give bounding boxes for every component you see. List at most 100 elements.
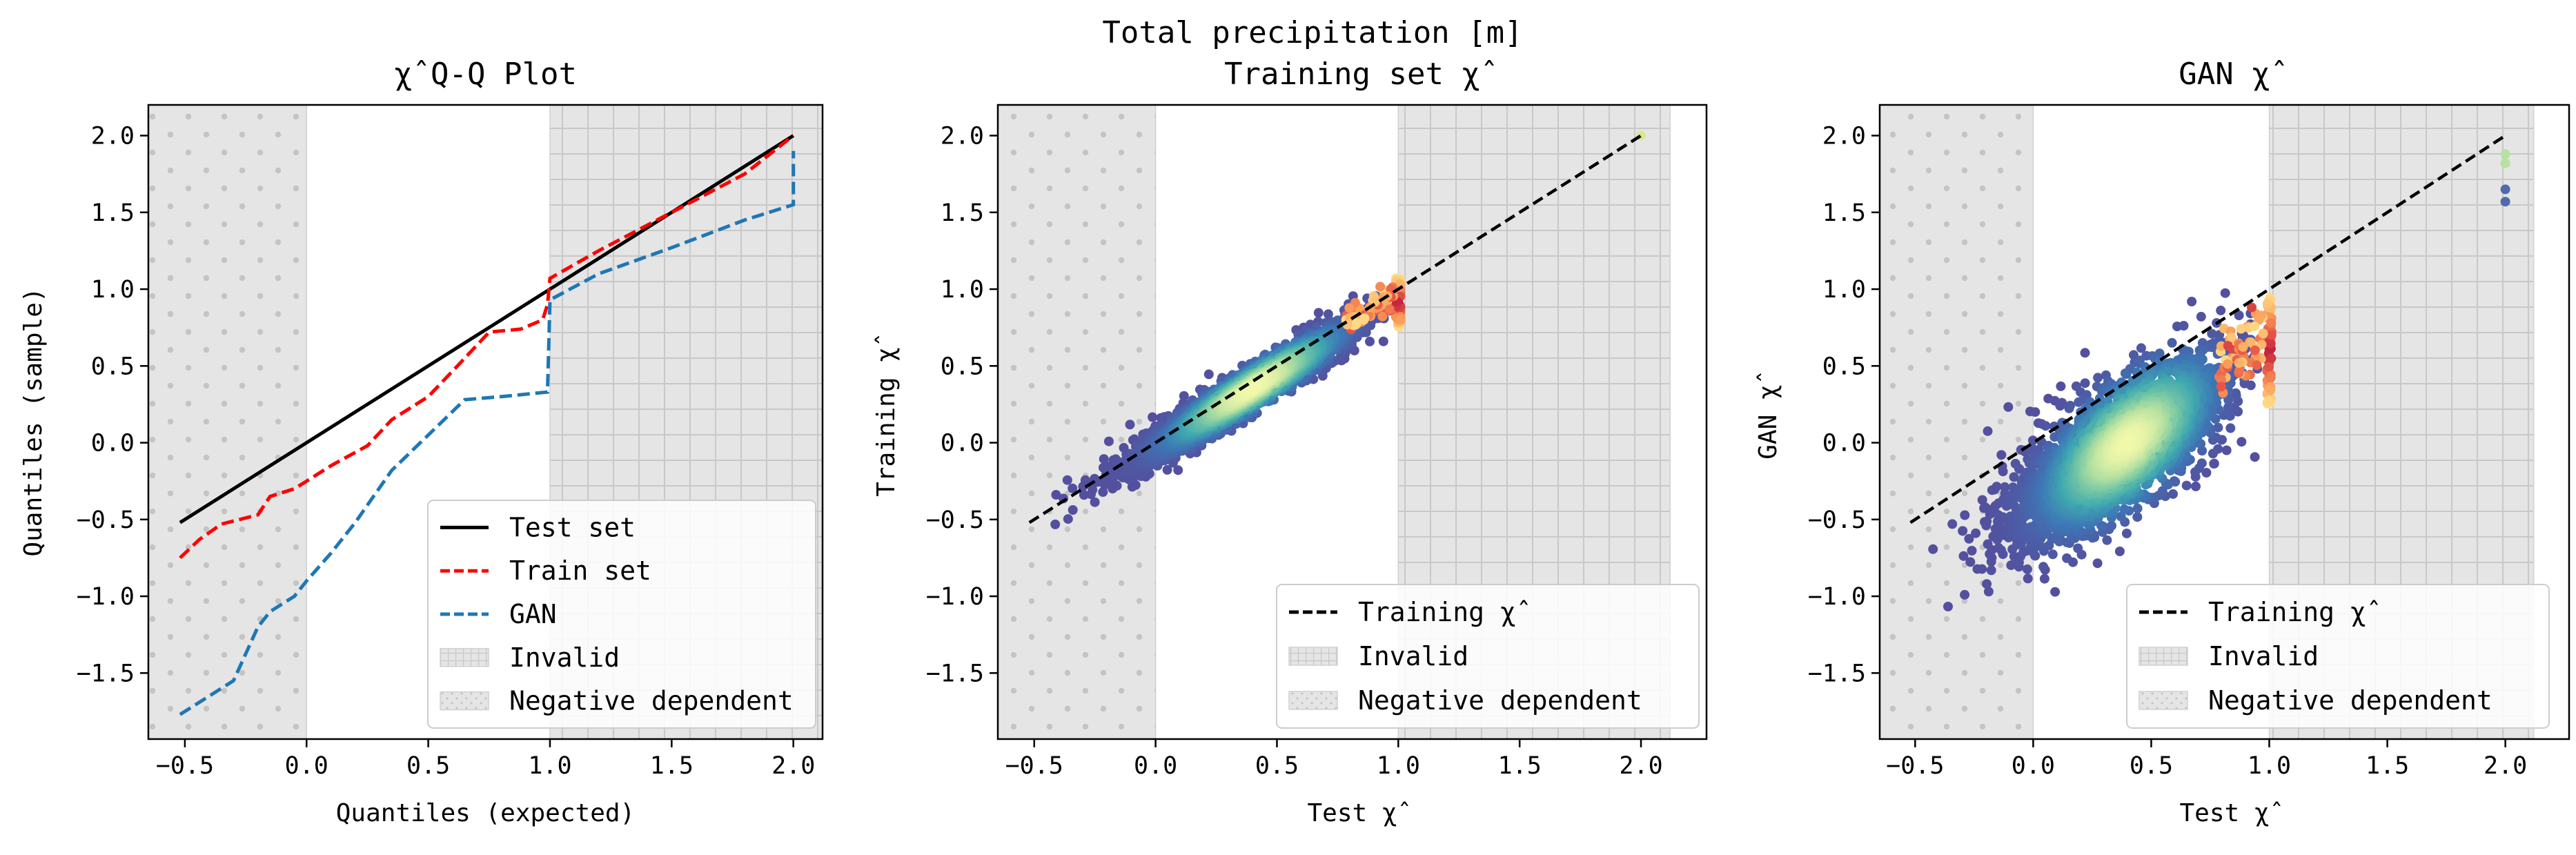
- scatter-point: [2062, 553, 2072, 563]
- scatter-point: [2201, 468, 2212, 478]
- scatter-point: [2006, 560, 2016, 571]
- scatter-point: [1964, 533, 1974, 544]
- axes-frame: [996, 104, 1708, 740]
- figure-suptitle: Total precipitation [m]: [1102, 15, 1522, 50]
- scatter-point: [1943, 602, 1953, 611]
- y-tick-label: −1.5: [77, 660, 135, 687]
- scatter-point: [2234, 311, 2244, 320]
- scatter-point: [1068, 483, 1078, 493]
- scatter-point: [2190, 467, 2201, 477]
- scatter-point: [2114, 547, 2125, 556]
- legend-label: Test set: [509, 512, 636, 542]
- scatter-point: [2050, 587, 2061, 597]
- scatter-point: [2056, 381, 2066, 391]
- scatter-point: [1971, 528, 1981, 538]
- scatter-point: [2157, 486, 2167, 496]
- scatter-point: [1090, 497, 1100, 507]
- scatter-point: [2107, 520, 2117, 531]
- scatter-point: [1365, 336, 1375, 346]
- scatter-point: [2132, 512, 2143, 522]
- legend-label: GAN: [509, 599, 557, 629]
- scatter-point: [1099, 454, 1109, 464]
- scatter-point: [1359, 315, 1369, 325]
- axes-frame: [147, 104, 824, 740]
- x-axis-label: Test χ̂: [1307, 799, 1408, 827]
- scatter-point: [1378, 336, 1388, 346]
- scatter-point: [2116, 511, 2126, 522]
- scatter-point: [1078, 482, 1088, 492]
- series-line-test-set: [179, 134, 795, 524]
- y-tick-label: −1.0: [926, 583, 984, 611]
- scatter-point: [2055, 401, 2065, 411]
- scatter-point: [2250, 452, 2260, 462]
- scatter-point: [1987, 553, 1997, 563]
- scatter-point: [1996, 545, 2006, 556]
- scatter-point: [2028, 435, 2038, 446]
- scatter-point: [2236, 437, 2247, 447]
- y-tick-label: 0.5: [91, 353, 135, 380]
- y-axis-label: Quantiles (sample): [19, 287, 48, 556]
- y-tick-label: 1.0: [91, 276, 135, 304]
- scatter-point: [2167, 337, 2177, 348]
- y-tick-label: 2.0: [941, 123, 984, 150]
- panel-2: −0.5 0.0 0.5 1.0 1.5 2.0−1.5−1.0−0.50.00.51.0…: [872, 57, 1708, 827]
- x-tick-label: 0.0: [1134, 752, 1177, 780]
- scatter-point: [2208, 449, 2218, 459]
- x-tick-label: 1.0: [528, 752, 571, 780]
- scatter-point: [1958, 551, 1969, 561]
- scatter-point: [1992, 482, 2002, 492]
- scatter-point: [1960, 510, 1970, 520]
- scatter-point: [2196, 311, 2206, 322]
- legend-swatch: [440, 648, 489, 667]
- scatter-point: [2207, 328, 2217, 339]
- panel-title: Training set χ̂: [1224, 57, 1495, 92]
- scatter-point: [2049, 432, 2060, 442]
- scatter-point: [2080, 348, 2090, 358]
- scatter-point: [2209, 459, 2219, 469]
- scatter-point: [1068, 505, 1078, 515]
- scatter-point: [1162, 464, 1172, 475]
- scatter-point: [1247, 384, 1257, 393]
- scatter-point: [1125, 420, 1135, 430]
- scatter-point: [2231, 388, 2241, 398]
- plot-area: [1880, 105, 2535, 739]
- x-tick-label: 2.0: [771, 752, 815, 780]
- scatter-point: [2064, 403, 2074, 413]
- scatter-point: [2014, 464, 2025, 474]
- scatter-point: [2047, 549, 2058, 560]
- scatter-point: [1965, 557, 1976, 567]
- panel-1: −0.5 0.0 0.5 1.0 1.5 2.0−1.5−1.0−0.50.00.51.0…: [19, 57, 824, 827]
- scatter-point: [2121, 369, 2132, 380]
- series-line-train-set: [179, 134, 795, 560]
- scatter-point: [1977, 495, 1987, 505]
- scatter-point: [1092, 477, 1103, 487]
- scatter-point: [2221, 445, 2232, 455]
- legend-label: Negative dependent: [1358, 685, 1642, 716]
- scatter-point: [2122, 529, 2132, 538]
- scatter-point: [2119, 504, 2130, 514]
- reference-line: [1028, 134, 1642, 524]
- legend-label: Invalid: [1358, 641, 1468, 671]
- scatter-point: [1377, 311, 1388, 322]
- scatter-point: [2039, 573, 2049, 584]
- scatter-point: [1179, 391, 1189, 401]
- scatter-point: [2026, 531, 2036, 541]
- scatter-point: [2102, 535, 2112, 545]
- y-tick-label: −1.5: [926, 660, 984, 687]
- y-axis-label: Training χ̂: [872, 335, 901, 497]
- scatter-point: [2187, 297, 2197, 306]
- legend-swatch: [1288, 647, 1338, 666]
- y-tick-label: −0.5: [77, 507, 135, 534]
- scatter-point: [2041, 421, 2051, 431]
- scatter-point: [2030, 407, 2041, 417]
- negative-dependent-region: [1880, 105, 2034, 739]
- x-tick-label: 2.0: [1619, 752, 1662, 780]
- y-tick-label: −1.0: [77, 583, 135, 611]
- x-tick-label: −0.5: [156, 752, 214, 780]
- scatter-point: [1960, 589, 1970, 600]
- scatter-point: [1051, 490, 1061, 500]
- scatter-point: [1050, 519, 1061, 529]
- y-tick-label: 0.5: [941, 353, 984, 380]
